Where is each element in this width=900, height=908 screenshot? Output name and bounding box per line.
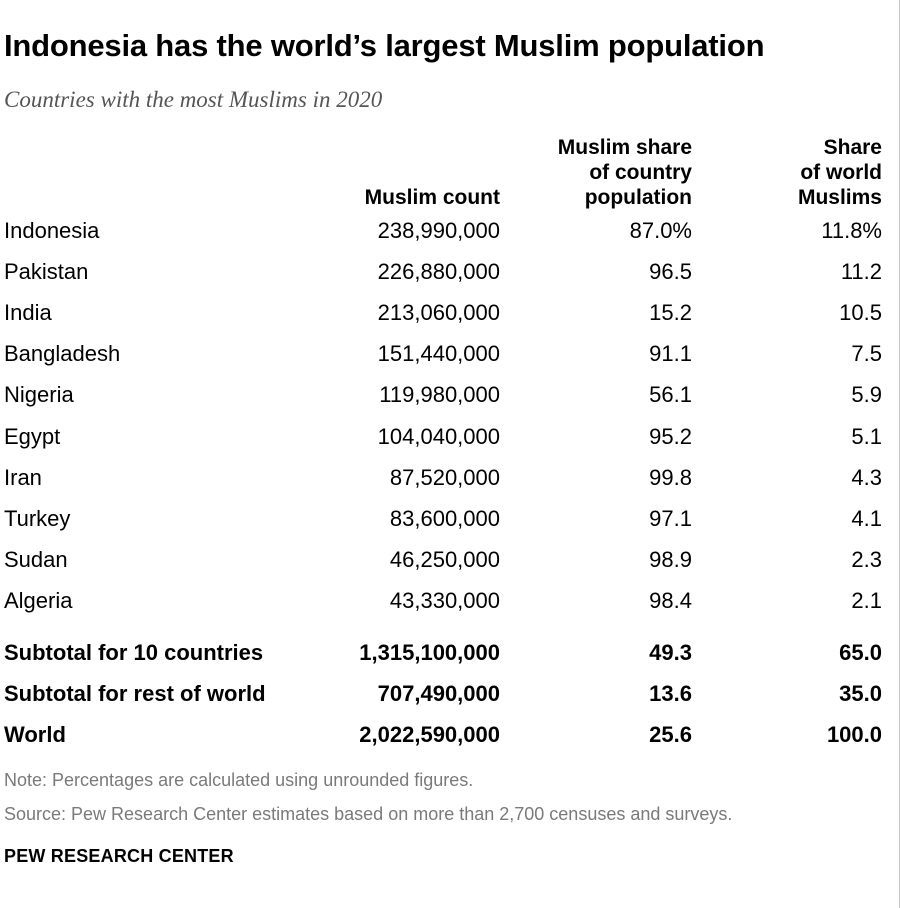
table-row: Pakistan 226,880,000 96.5 11.2 xyxy=(0,257,900,287)
header-muslim-count: Muslim count xyxy=(365,185,500,210)
country-cell: Indonesia xyxy=(4,218,100,243)
country-cell: Turkey xyxy=(4,506,71,531)
share-country-cell: 49.3 xyxy=(649,640,692,665)
share-world-cell: 7.5 xyxy=(851,341,882,366)
table-row: Sudan 46,250,000 98.9 2.3 xyxy=(0,545,900,575)
share-world-cell: 4.3 xyxy=(851,465,882,490)
share-country-cell: 96.5 xyxy=(649,259,692,284)
header-line: Muslim count xyxy=(364,186,500,209)
country-cell: Subtotal for rest of world xyxy=(4,681,266,706)
header-line: Muslims xyxy=(797,186,882,209)
table-row: Algeria 43,330,000 98.4 2.1 xyxy=(0,586,900,616)
table-row: Turkey 83,600,000 97.1 4.1 xyxy=(0,504,900,534)
muslim-count-cell: 119,980,000 xyxy=(379,382,500,407)
share-world-cell: 65.0 xyxy=(839,640,882,665)
header-line: population xyxy=(584,186,692,209)
muslim-count-cell: 43,330,000 xyxy=(389,588,500,613)
muslim-count-cell: 707,490,000 xyxy=(377,681,500,706)
table-row: India 213,060,000 15.2 10.5 xyxy=(0,298,900,328)
share-world-cell: 5.1 xyxy=(851,424,882,449)
brand-logo-text: PEW RESEARCH CENTER xyxy=(4,846,234,866)
chart-title: Indonesia has the world’s largest Muslim… xyxy=(4,28,765,63)
muslim-count-cell: 83,600,000 xyxy=(389,506,500,531)
share-world-cell: 35.0 xyxy=(839,681,882,706)
country-cell: World xyxy=(4,722,66,747)
country-cell: Pakistan xyxy=(4,259,89,284)
muslim-count-cell: 238,990,000 xyxy=(377,218,500,243)
chart-subtitle: Countries with the most Muslims in 2020 xyxy=(4,87,383,112)
header-line: of world xyxy=(800,161,882,184)
note-text: Note: Percentages are calculated using u… xyxy=(4,770,474,790)
share-country-cell: 95.2 xyxy=(649,424,692,449)
table-row: Egypt 104,040,000 95.2 5.1 xyxy=(0,422,900,452)
share-country-cell: 98.4 xyxy=(649,588,692,613)
muslim-count-cell: 2,022,590,000 xyxy=(359,722,500,747)
muslim-count-cell: 1,315,100,000 xyxy=(359,640,500,665)
table-row: Nigeria 119,980,000 56.1 5.9 xyxy=(0,380,900,410)
share-world-cell: 100.0 xyxy=(826,722,882,747)
share-country-cell: 15.2 xyxy=(649,300,692,325)
muslim-count-cell: 46,250,000 xyxy=(389,547,500,572)
muslim-count-cell: 104,040,000 xyxy=(377,424,500,449)
header-share-country-population: Muslim share of country population xyxy=(558,135,692,210)
share-world-cell: 2.3 xyxy=(851,547,882,572)
share-country-cell: 91.1 xyxy=(649,341,692,366)
total-row: World 2,022,590,000 25.6 100.0 xyxy=(0,720,900,750)
table-row: Iran 87,520,000 99.8 4.3 xyxy=(0,463,900,493)
table-row: Indonesia 238,990,000 87.0% 11.8% xyxy=(0,216,900,246)
share-world-cell: 11.2 xyxy=(840,259,882,284)
total-row: Subtotal for rest of world 707,490,000 13.… xyxy=(0,679,900,709)
country-cell: Sudan xyxy=(4,547,68,572)
country-cell: Algeria xyxy=(4,588,73,613)
country-cell: Iran xyxy=(4,465,42,490)
header-line: of country xyxy=(589,161,692,184)
share-country-cell: 98.9 xyxy=(649,547,692,572)
muslim-count-cell: 151,440,000 xyxy=(377,341,500,366)
muslim-count-cell: 226,880,000 xyxy=(377,259,500,284)
share-world-cell: 4.1 xyxy=(851,506,882,531)
muslim-count-cell: 87,520,000 xyxy=(389,465,500,490)
share-world-cell: 5.9 xyxy=(851,382,882,407)
share-country-cell: 13.6 xyxy=(649,681,692,706)
table-row: Bangladesh 151,440,000 91.1 7.5 xyxy=(0,339,900,369)
header-line: Muslim share xyxy=(557,136,692,159)
share-country-cell: 99.8 xyxy=(649,465,692,490)
country-cell: Egypt xyxy=(4,424,61,449)
share-country-cell: 56.1 xyxy=(649,382,692,407)
share-country-cell: 25.6 xyxy=(649,722,692,747)
country-cell: Subtotal for 10 countries xyxy=(4,640,264,665)
country-cell: Nigeria xyxy=(4,382,74,407)
country-cell: Bangladesh xyxy=(4,341,121,366)
share-world-cell: 11.8% xyxy=(821,218,882,243)
source-text: Source: Pew Research Center estimates ba… xyxy=(4,804,733,824)
muslim-count-cell: 213,060,000 xyxy=(377,300,500,325)
header-share-world-muslims: Share of world Muslims xyxy=(798,135,882,210)
share-world-cell: 2.1 xyxy=(851,588,882,613)
header-line: Share xyxy=(823,136,882,159)
share-world-cell: 10.5 xyxy=(839,300,882,325)
share-country-cell: 97.1 xyxy=(649,506,692,531)
share-country-cell: 87.0% xyxy=(629,218,692,243)
country-cell: India xyxy=(4,300,52,325)
total-row: Subtotal for 10 countries 1,315,100,000 49… xyxy=(0,638,900,668)
